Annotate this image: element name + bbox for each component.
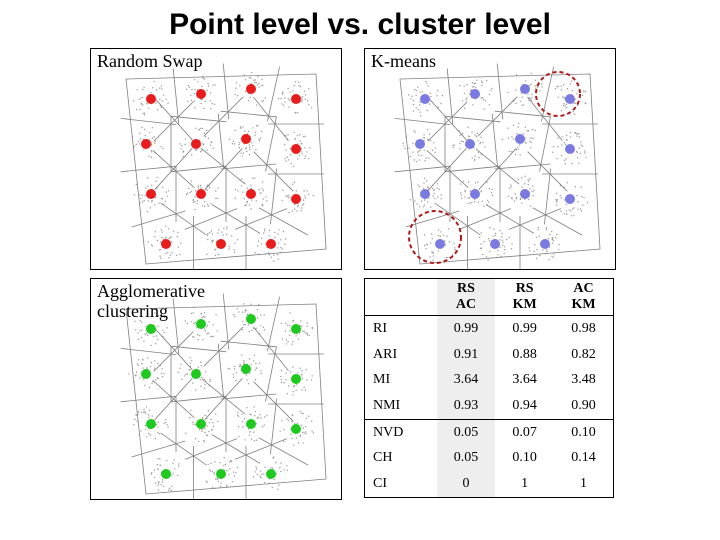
cluster-diagram-kmeans	[365, 49, 615, 269]
metrics-table: RSACRSKMACKMRI0.990.990.98ARI0.910.880.8…	[364, 278, 614, 498]
panel-label-agglomerative: Agglomerative clustering	[97, 282, 205, 322]
panel-metrics-table: RSACRSKMACKMRI0.990.990.98ARI0.910.880.8…	[364, 278, 630, 500]
figure-grid: Random Swap K-means Agglomerative cluste…	[0, 48, 720, 500]
page-title: Point level vs. cluster level	[0, 0, 720, 48]
panel-random-swap: Random Swap	[90, 48, 342, 270]
panel-label-kmeans: K-means	[371, 52, 436, 72]
cluster-diagram-random-swap	[91, 49, 341, 269]
panel-kmeans: K-means	[364, 48, 616, 270]
panel-label-random-swap: Random Swap	[97, 52, 203, 72]
panel-agglomerative: Agglomerative clustering	[90, 278, 342, 500]
